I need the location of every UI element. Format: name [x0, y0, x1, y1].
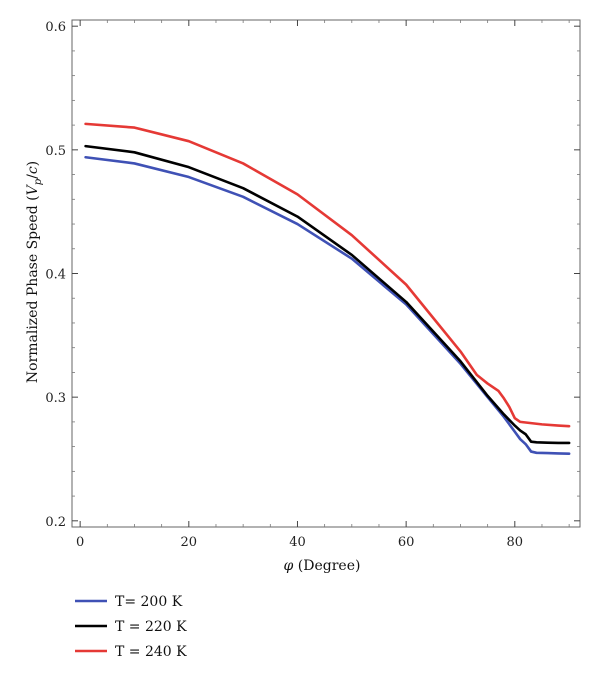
legend-label-1: T= 200 K	[115, 594, 183, 610]
legend-label-3: T = 240 K	[115, 644, 187, 660]
series-layer	[84, 122, 571, 455]
x-tick-label: 40	[289, 535, 306, 550]
series-line-1	[84, 155, 571, 455]
y-tick-label: 0.5	[45, 144, 66, 159]
legend-label-2: T = 220 K	[115, 619, 187, 635]
series-line-2	[84, 144, 571, 445]
y-axis-ticks: 0.2 0.3 0.4 0.5 0.6	[45, 20, 580, 530]
plot-area	[71, 19, 581, 528]
y-tick-label: 0.4	[45, 268, 66, 283]
x-axis-title: φ (Degree)	[284, 558, 361, 574]
y-tick-label: 0.2	[45, 515, 66, 530]
y-tick-label: 0.3	[45, 391, 66, 406]
x-tick-label: 60	[398, 535, 415, 550]
x-tick-label: 20	[181, 535, 198, 550]
y-tick-label: 0.6	[45, 20, 66, 35]
x-axis-ticks: 0 20 40 60 80	[76, 20, 570, 550]
x-tick-label: 80	[507, 535, 524, 550]
y-axis-title: Normalized Phase Speed (Vp/c)	[25, 161, 44, 383]
plot-frame	[71, 19, 581, 528]
x-tick-label: 0	[76, 535, 84, 550]
series-line-3	[84, 122, 571, 428]
legend: T= 200 K T = 220 K T = 240 K	[75, 594, 187, 660]
